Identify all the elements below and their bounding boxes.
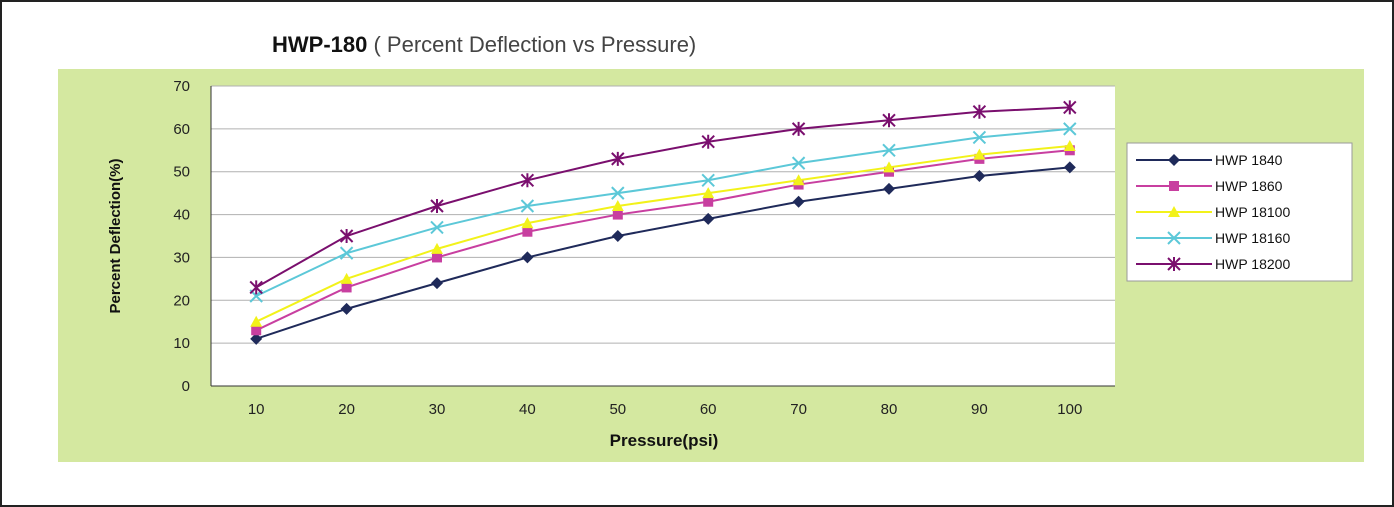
series-group (249, 100, 1077, 345)
data-point (612, 209, 623, 220)
data-point (792, 174, 805, 186)
data-point (882, 143, 896, 157)
y-tick-label: 50 (173, 164, 190, 181)
data-point (249, 280, 263, 295)
data-point (1063, 140, 1076, 151)
data-point (522, 226, 533, 237)
data-point (250, 332, 263, 345)
data-point (973, 170, 986, 182)
data-point (339, 246, 354, 260)
data-point (791, 156, 806, 170)
legend-label: HWP 1860 (1215, 178, 1283, 194)
x-axis-label: Pressure(psi) (610, 431, 719, 450)
y-tick-label: 0 (182, 378, 190, 395)
legend-label: HWP 1840 (1215, 152, 1283, 168)
x-tick-label: 50 (609, 401, 626, 418)
y-tick-label: 30 (173, 249, 190, 266)
y-axis-label: Percent Deflection(%) (107, 158, 124, 313)
data-point (703, 196, 714, 207)
data-point (701, 173, 715, 187)
y-tick-label: 40 (173, 207, 190, 224)
series-line (255, 106, 1070, 289)
y-tick-label: 70 (173, 78, 190, 95)
data-point (702, 212, 715, 225)
data-point (431, 242, 443, 254)
x-tick-label: 10 (248, 401, 265, 418)
data-point (432, 252, 442, 263)
chart-title-bold: HWP-180 (272, 32, 367, 57)
data-point (520, 173, 535, 188)
data-point (430, 220, 444, 235)
chart-title-rest: ( Percent Deflection vs Pressure) (367, 32, 696, 57)
data-point (792, 195, 805, 208)
data-point (521, 251, 534, 264)
data-point (882, 113, 896, 128)
series-line (255, 145, 1070, 323)
y-tick-label: 20 (173, 292, 190, 309)
y-tick-label: 60 (173, 121, 190, 138)
legend-label: HWP 18200 (1215, 256, 1290, 272)
data-point (340, 302, 353, 315)
data-point (341, 282, 352, 293)
grid-lines (211, 85, 1115, 344)
y-tick-label: 10 (173, 335, 190, 352)
data-point (339, 229, 354, 243)
data-point (791, 121, 806, 136)
data-point (701, 134, 715, 149)
data-point (431, 277, 443, 290)
data-point (340, 272, 353, 284)
data-point (250, 315, 263, 327)
x-tick-label: 90 (971, 401, 988, 418)
x-tick-label: 30 (429, 401, 446, 418)
legend-marker (1169, 181, 1179, 191)
data-point (1063, 122, 1077, 136)
x-tick-label: 60 (700, 401, 717, 418)
legend-marker (1167, 231, 1181, 245)
data-point (251, 325, 262, 336)
legend: HWP 1840 HWP 1860 HWP 18100 HWP 18160 HWP 18… (1136, 152, 1290, 272)
data-point (883, 161, 895, 173)
data-point (1063, 161, 1076, 174)
data-point (973, 148, 986, 160)
x-tick-label: 40 (519, 401, 536, 418)
legend-label: HWP 18100 (1215, 204, 1290, 220)
data-point (883, 182, 895, 195)
data-point (611, 151, 625, 166)
x-tick-label: 80 (881, 401, 898, 418)
data-point (702, 187, 715, 199)
data-point (521, 217, 534, 229)
data-point (972, 104, 987, 119)
series-line (255, 149, 1070, 332)
legend-marker (1167, 257, 1181, 271)
series-line (255, 127, 1070, 297)
series-line (255, 166, 1070, 340)
legend-label: HWP 18160 (1215, 230, 1290, 246)
data-point (611, 230, 624, 242)
y-tick-labels: 0 10 20 30 40 50 60 70 (173, 78, 190, 395)
data-point (972, 130, 987, 145)
plot-area (211, 86, 1115, 386)
legend-marker (1168, 206, 1180, 217)
x-tick-label: 20 (338, 401, 355, 418)
chart-title: HWP-180 ( Percent Deflection vs Pressure… (272, 32, 696, 57)
data-point (520, 199, 535, 213)
x-tick-label: 70 (790, 401, 807, 418)
data-point (611, 200, 624, 211)
legend-marker (1168, 154, 1180, 166)
x-tick-labels: 10 20 30 40 50 60 70 80 90 100 (248, 401, 1082, 418)
data-point (611, 186, 625, 200)
data-point (430, 199, 444, 213)
data-point (1063, 100, 1077, 115)
x-tick-label: 100 (1057, 401, 1082, 418)
